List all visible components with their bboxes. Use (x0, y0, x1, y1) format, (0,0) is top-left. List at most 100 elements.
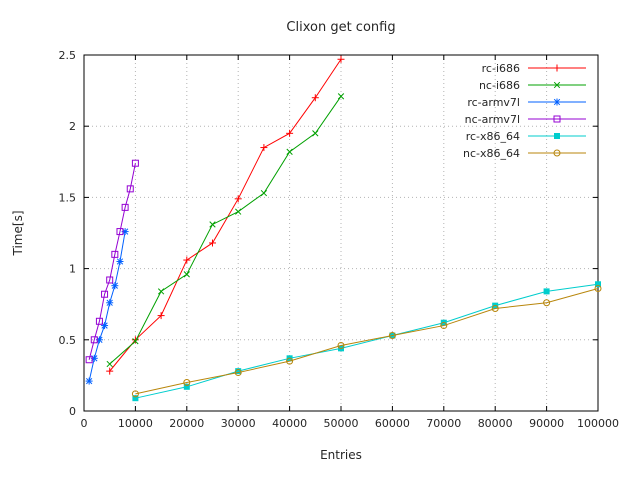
series-marker-square-filled (132, 395, 139, 402)
legend-entry-nc-i686: nc-i686 (479, 79, 586, 92)
y-tick-label: 2.5 (59, 49, 77, 62)
legend-label: nc-x86_64 (463, 147, 520, 160)
series-marker-cross (235, 208, 242, 215)
series-marker-square-open (111, 250, 119, 258)
series-rc-i686 (106, 55, 345, 375)
series-marker-plus (337, 55, 345, 63)
legend-entry-nc-x86_64: nc-x86_64 (463, 147, 586, 160)
series-nc-x86_64 (131, 285, 602, 398)
series-marker-circle-open (543, 299, 551, 307)
series-marker-plus (183, 256, 191, 264)
series-marker-circle-open (553, 149, 561, 157)
series-rc-x86_64 (132, 281, 601, 402)
legend-label: rc-x86_64 (466, 130, 520, 143)
series-marker-plus (553, 64, 561, 72)
legend-entry-nc-armv7l: nc-armv7l (465, 113, 586, 126)
series-marker-plus (157, 312, 165, 320)
series-marker-square-open (131, 159, 139, 167)
y-axis-label: Time[s] (11, 211, 25, 257)
series-marker-circle-open (183, 379, 191, 387)
x-tick-label: 100000 (577, 417, 619, 430)
legend-entry-rc-armv7l: rc-armv7l (467, 96, 586, 109)
series-marker-square-open (553, 115, 561, 123)
series-marker-square-open (121, 203, 129, 211)
legend-label: rc-armv7l (467, 96, 520, 109)
x-tick-label: 50000 (324, 417, 359, 430)
series-marker-asterisk (106, 299, 114, 307)
series-marker-cross (209, 221, 216, 228)
x-tick-label: 40000 (272, 417, 307, 430)
series-line (135, 283, 599, 399)
legend-entry-rc-i686: rc-i686 (482, 62, 586, 75)
legend-label: rc-i686 (482, 62, 520, 75)
x-tick-label: 60000 (375, 417, 410, 430)
plot-border (83, 54, 599, 412)
series-marker-square-open (116, 228, 124, 236)
series-marker-asterisk (116, 257, 124, 265)
x-tick-label: 90000 (529, 417, 564, 430)
series-marker-plus (286, 129, 294, 137)
series-marker-square-open (95, 317, 103, 325)
series-marker-circle-open (286, 357, 294, 365)
y-tick-label: 0.5 (59, 334, 77, 347)
legend-label: nc-i686 (479, 79, 520, 92)
series-marker-plus (234, 195, 242, 203)
series-marker-cross (337, 93, 345, 100)
series-nc-armv7l (85, 159, 139, 364)
series-marker-plus (311, 94, 319, 102)
series-marker-square-open (85, 356, 93, 364)
y-tick-label: 1 (69, 263, 76, 276)
series-marker-asterisk (111, 282, 119, 290)
series-marker-plus (106, 367, 114, 375)
series-marker-cross (553, 81, 561, 89)
x-tick-label: 10000 (118, 417, 153, 430)
series-marker-square-open (106, 276, 114, 284)
series-marker-plus (131, 336, 139, 344)
series-marker-cross (286, 148, 293, 155)
series-marker-cross (312, 130, 319, 137)
series-marker-square-filled (183, 383, 190, 390)
series-marker-plus (260, 144, 268, 152)
series-marker-square-filled (543, 288, 550, 295)
series-marker-square-open (101, 290, 109, 298)
series-marker-circle-open (337, 341, 345, 349)
y-tick-label: 1.5 (59, 191, 77, 204)
x-tick-label: 20000 (169, 417, 204, 430)
y-tick-label: 2 (69, 120, 76, 133)
series-marker-circle-open (491, 304, 499, 312)
x-tick-label: 30000 (221, 417, 256, 430)
series-line (109, 96, 342, 365)
series-marker-circle-open (234, 369, 242, 377)
series-marker-cross (260, 189, 268, 197)
x-tick-label: 0 (81, 417, 88, 430)
x-tick-label: 80000 (478, 417, 513, 430)
y-tick-label: 0 (69, 405, 76, 418)
series-marker-square-open (126, 185, 134, 193)
x-axis-label: Entries (320, 448, 362, 462)
series-line (88, 231, 126, 382)
series-line (109, 58, 342, 372)
legend-label: nc-armv7l (465, 113, 520, 126)
series-marker-square-open (90, 336, 98, 344)
series-marker-cross (183, 271, 190, 278)
series-marker-square-filled (595, 281, 601, 288)
series-marker-circle-open (440, 322, 448, 330)
chart-title: Clixon get config (286, 20, 395, 35)
legend: rc-i686 nc-i686 rc-armv7l nc-armv7l rc-x86_6… (463, 62, 586, 160)
series-marker-plus (209, 239, 216, 247)
series-marker-square-filled (235, 368, 242, 375)
series-nc-i686 (106, 93, 345, 368)
series-marker-circle-open (131, 390, 139, 398)
series-marker-cross (132, 338, 139, 345)
series-marker-asterisk (553, 98, 561, 106)
series-marker-circle-open (388, 332, 396, 340)
series-marker-circle-open (594, 285, 602, 293)
series-line (135, 288, 599, 395)
series-marker-cross (157, 288, 165, 295)
legend-entry-rc-x86_64: rc-x86_64 (466, 130, 586, 143)
series-marker-square-filled (554, 133, 560, 139)
x-tick-label: 70000 (426, 417, 461, 430)
series-marker-cross (106, 360, 113, 368)
plot-area: 0 10000 20000 30000 40000 50000 60000 70000 8000… (59, 49, 620, 430)
